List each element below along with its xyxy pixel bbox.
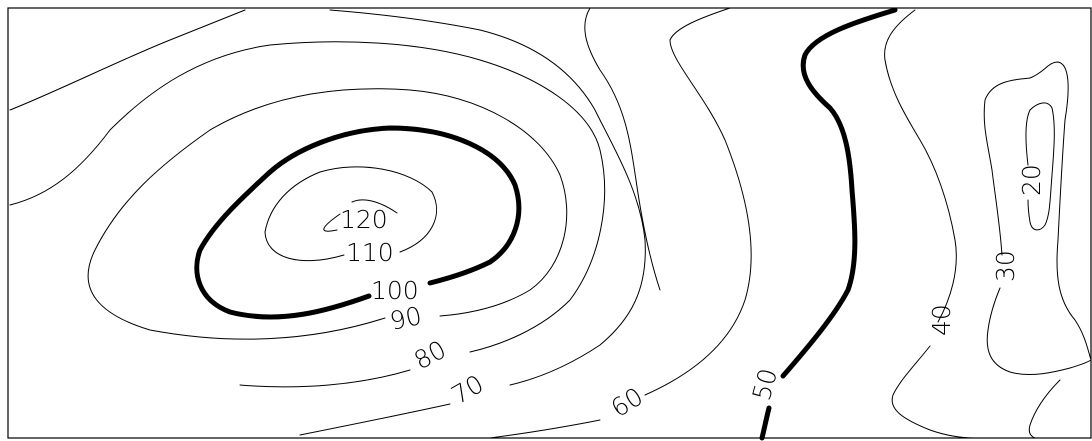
contour-90 (87, 88, 568, 340)
contour-60 (489, 7, 752, 439)
contour-70 (9, 9, 646, 436)
contour-label-80: 80 (409, 335, 451, 376)
contour-40 (884, 9, 976, 439)
contour-20 (1025, 102, 1055, 231)
contour-label-20: 20 (1017, 164, 1046, 196)
contour-label-110: 110 (346, 238, 394, 267)
contour-120 (323, 199, 398, 232)
contour-110 (264, 166, 437, 262)
contour-label-50: 50 (747, 365, 783, 403)
contour-label-70: 70 (447, 369, 489, 410)
contour-100 (194, 125, 522, 320)
contour-80 (9, 41, 606, 388)
contour-label-30: 30 (991, 250, 1020, 282)
contour-label-40: 40 (927, 304, 956, 336)
contour-label-60: 60 (606, 382, 648, 423)
map-frame (7, 7, 1092, 439)
contour-label-120: 120 (340, 205, 388, 234)
contour-50 (759, 7, 898, 441)
contour-30 (983, 61, 1092, 439)
contour-label-90: 90 (387, 301, 424, 336)
contour-label-100: 100 (371, 276, 419, 305)
